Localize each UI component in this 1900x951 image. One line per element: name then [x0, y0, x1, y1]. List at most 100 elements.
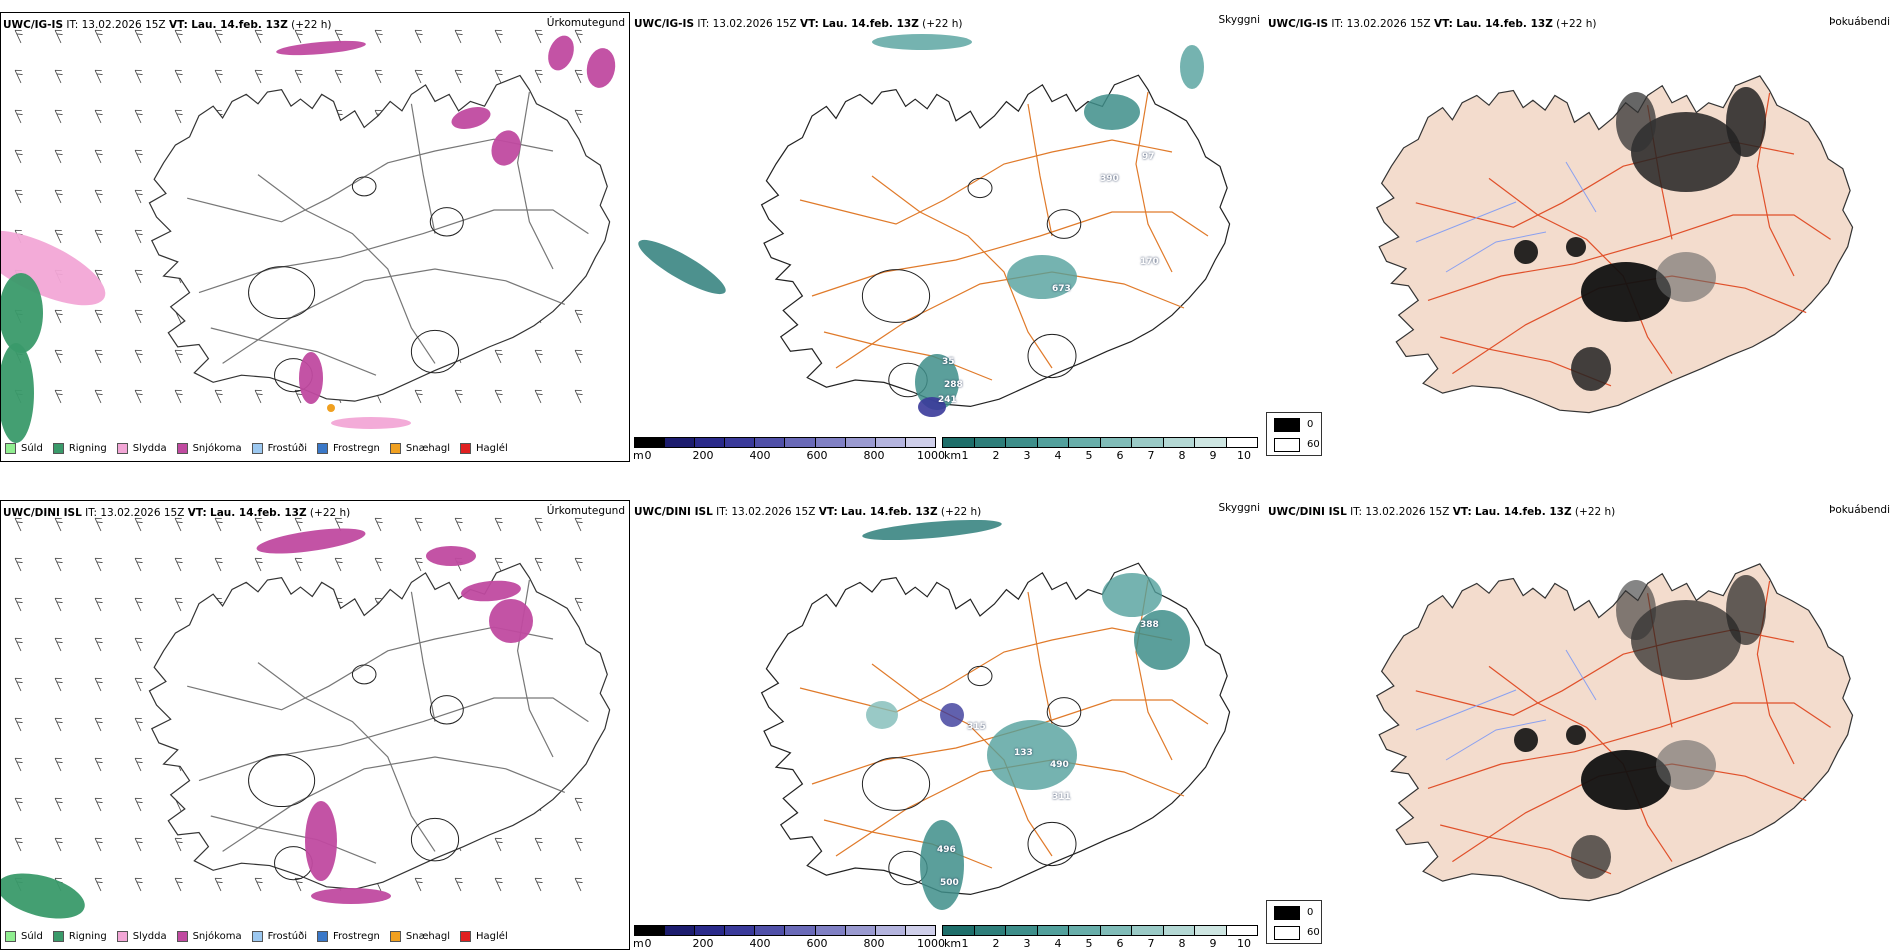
- visibility-tick-label: 10: [1237, 937, 1251, 950]
- visibility-tick-label: 5: [1085, 449, 1093, 462]
- legend-item: Snæhagl: [389, 442, 450, 454]
- ceiling-tick-label: 400: [749, 937, 771, 950]
- visibility-value-label: 315: [967, 722, 986, 732]
- visibility-tick-label: 4: [1054, 449, 1062, 462]
- legend-item: Haglél: [460, 930, 508, 942]
- legend-item: Snæhagl: [389, 930, 451, 942]
- lead-time: (+22 h): [1574, 506, 1616, 518]
- legend-label: Frostregn: [333, 442, 380, 454]
- legend-swatch: [317, 930, 328, 942]
- fog-index-map: [1375, 75, 1854, 414]
- legend-swatch: [52, 930, 64, 942]
- precip-type-map: [1, 29, 616, 443]
- visibility-tick-label: 9: [1209, 449, 1217, 462]
- legend-swatch: [389, 930, 401, 942]
- init-time: 13.02.2026 15Z: [1346, 18, 1431, 30]
- legend-label: Snæhagl: [405, 930, 451, 942]
- panel-title: UWC/IG-IS IT: 13.02.2026 15Z VT: Lau. 14…: [3, 19, 332, 31]
- init-time-label: IT:: [66, 19, 79, 31]
- visibility-tick-label: 3: [1023, 449, 1031, 462]
- fog-index-panel: UWC/IG-IS IT: 13.02.2026 15Z VT: Lau. 14…: [1266, 12, 1896, 462]
- visibility-tick-label: 8: [1178, 937, 1186, 950]
- visibility-map: [760, 519, 1231, 910]
- fog-legend-swatch: [1274, 926, 1300, 940]
- visibility-ticks: 1 2 3 4 5 6 7 8 9 10: [961, 449, 1265, 463]
- visibility-value-label: 97: [1142, 152, 1155, 162]
- legend-swatch: [116, 442, 128, 454]
- ceiling-ticks: 0 200 400 600 800 1000: [645, 449, 946, 463]
- legend-swatch: [251, 930, 263, 942]
- lead-time: (+22 h): [1556, 18, 1597, 30]
- valid-time-label: VT:: [1433, 18, 1453, 30]
- visibility-value-label: 388: [1140, 620, 1159, 630]
- ceiling-tick-label: 200: [692, 449, 714, 462]
- panel-name: Úrkomutegund: [546, 505, 625, 517]
- legend-label: Frostúði: [267, 930, 307, 942]
- precip-legend: Súld Rigning Slydda Snjókoma Frostúði Frostre…: [5, 437, 518, 459]
- init-time-label: IT:: [1331, 18, 1344, 30]
- panel-name: Úrkomutegund: [546, 17, 625, 29]
- legend-item: Snjókoma: [176, 442, 242, 454]
- legend-item: Frostregn: [317, 442, 380, 454]
- visibility-value-label: 35: [942, 357, 955, 367]
- model-name: UWC/IG-IS: [3, 19, 64, 31]
- precip-type-panel: UWC/DINI ISL IT: 13.02.2026 15Z VT: Lau.…: [0, 500, 630, 950]
- panel-title: UWC/IG-IS IT: 13.02.2026 15Z VT: Lau. 14…: [634, 18, 963, 30]
- visibility-tick-label: 2: [992, 449, 1000, 462]
- init-time: 13.02.2026 15Z: [100, 507, 185, 519]
- valid-time: Lau. 14.feb. 13Z: [841, 506, 938, 518]
- legend-swatch: [460, 442, 472, 454]
- visibility-unit: km: [944, 449, 962, 462]
- init-time-label: IT:: [697, 18, 710, 30]
- init-time: 13.02.2026 15Z: [81, 19, 166, 31]
- visibility-value-label: 390: [1100, 174, 1119, 184]
- visibility-tick-label: 6: [1116, 937, 1124, 950]
- legend-label: Slydda: [132, 442, 167, 454]
- ceiling-tick-label: 200: [692, 937, 714, 950]
- legend-swatch: [317, 442, 328, 454]
- visibility-value-label: 490: [1050, 760, 1069, 770]
- legend-label: Rigning: [68, 930, 107, 942]
- precip-type-map: [1, 517, 611, 919]
- legend-label: Haglél: [476, 930, 508, 942]
- precip-type-panel: UWC/IG-IS IT: 13.02.2026 15Z VT: Lau. 14…: [0, 12, 630, 462]
- legend-swatch: [5, 930, 16, 942]
- legend-item: Súld: [5, 930, 43, 942]
- legend-label: Haglél: [476, 442, 508, 454]
- visibility-tick-label: 3: [1023, 937, 1031, 950]
- legend-label: Súld: [21, 930, 43, 942]
- legend-item: Snjókoma: [176, 930, 242, 942]
- precip-legend: Súld Rigning Slydda Snjókoma Frostúði Frostre…: [5, 925, 518, 947]
- valid-time-label: VT:: [187, 507, 207, 519]
- visibility-tick-label: 9: [1209, 937, 1217, 950]
- visibility-tick-label: 1: [961, 449, 969, 462]
- legend-swatch: [176, 930, 188, 942]
- init-time: 13.02.2026 15Z: [712, 18, 797, 30]
- ceiling-tick-label: 800: [863, 449, 885, 462]
- ceiling-tick-label: 0: [644, 937, 652, 950]
- legend-item: Frostregn: [317, 930, 380, 942]
- visibility-value-label: 241: [938, 395, 957, 405]
- fog-legend-swatch: [1274, 906, 1300, 920]
- fog-legend-label: 0: [1307, 419, 1314, 430]
- visibility-panel: UWC/IG-IS IT: 13.02.2026 15Z VT: Lau. 14…: [632, 12, 1264, 462]
- ceiling-tick-label: 600: [806, 937, 828, 950]
- valid-time: Lau. 14.feb. 13Z: [1456, 18, 1553, 30]
- panel-name: Þokuábendi: [1829, 504, 1890, 516]
- fog-index-panel: UWC/DINI ISL IT: 13.02.2026 15Z VT: Lau.…: [1266, 500, 1896, 950]
- legend-swatch: [460, 930, 472, 942]
- ceiling-tick-label: 400: [749, 449, 771, 462]
- visibility-tick-label: 10: [1237, 449, 1251, 462]
- valid-time-label: VT:: [168, 19, 188, 31]
- fog-legend: 0 60: [1266, 412, 1322, 456]
- ceiling-colorbar: [634, 437, 936, 448]
- legend-swatch: [251, 442, 263, 454]
- visibility-tick-label: 7: [1147, 937, 1155, 950]
- panel-title: UWC/DINI ISL IT: 13.02.2026 15Z VT: Lau.…: [3, 507, 350, 519]
- init-time: 13.02.2026 15Z: [1365, 506, 1450, 518]
- visibility-unit: km: [944, 937, 962, 950]
- legend-item: Rigning: [52, 930, 107, 942]
- panel-title: UWC/IG-IS IT: 13.02.2026 15Z VT: Lau. 14…: [1268, 18, 1597, 30]
- legend-label: Frostúði: [267, 442, 307, 454]
- lead-time: (+22 h): [922, 18, 963, 30]
